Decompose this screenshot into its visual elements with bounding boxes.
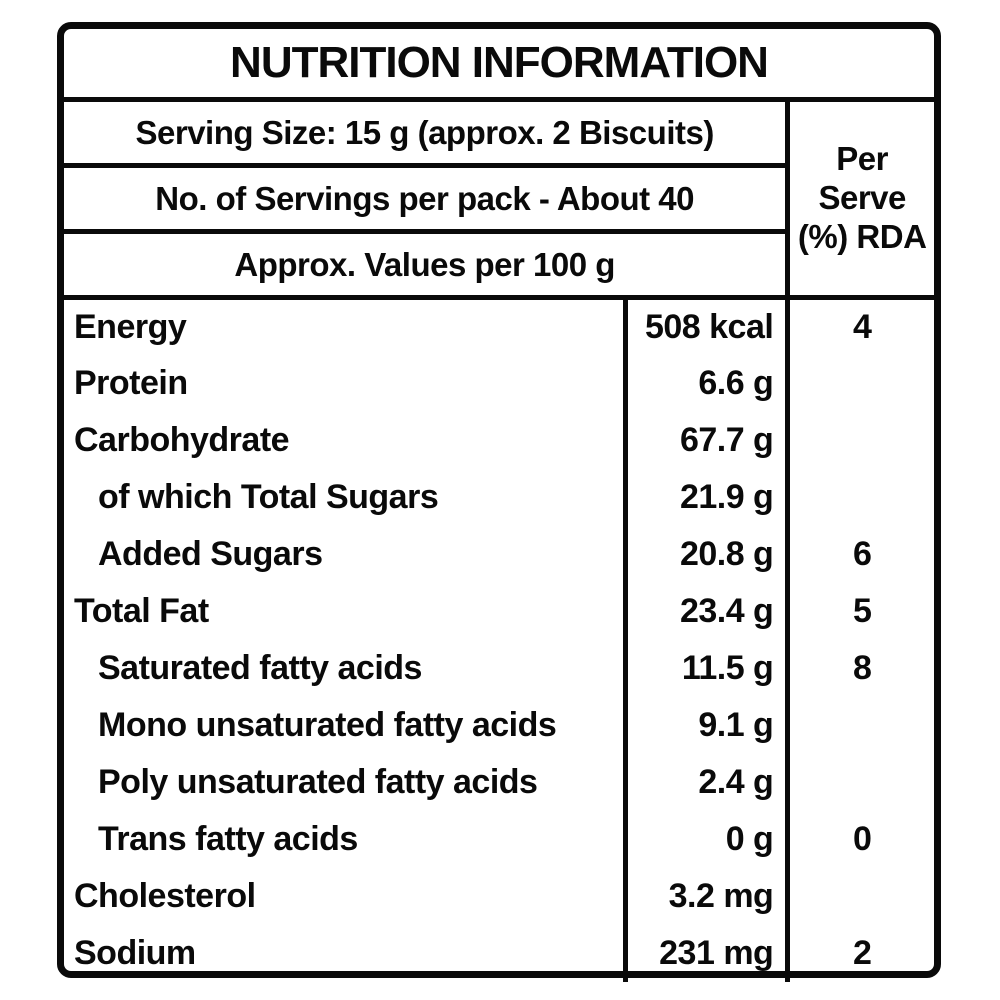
nutrition-label: NUTRITION INFORMATION Serving Size: 15 g… [57,22,941,982]
nutrient-rda: 5 [785,582,934,640]
nutrient-name: Saturated fatty acids [98,648,422,687]
nutrient-value: 231 mg [622,924,788,982]
nutrient-name: Cholesterol [74,876,256,915]
nutrient-row: Sodium 231 mg 2 [64,924,934,982]
per-serve-rda-header: Per Serve (%) RDA [785,99,934,300]
nutrient-rda [785,468,934,526]
nutrient-name: Sodium [74,933,196,972]
nutrient-name: Energy [74,307,187,346]
nutrient-value: 3.2 mg [622,867,788,925]
serving-size-text: Serving Size: 15 g (approx. 2 Biscuits) [64,99,788,168]
nutrient-rows: Energy 508 kcal 4 Protein 6.6 g Carbohyd… [64,297,934,982]
label-title: NUTRITION INFORMATION [64,29,934,102]
nutrient-row: Trans fatty acids 0 g 0 [64,810,934,868]
nutrient-rda: 6 [785,525,934,583]
nutrient-name: Mono unsaturated fatty acids [98,705,557,744]
nutrient-row: of which Total Sugars 21.9 g [64,468,934,526]
nutrient-row: Total Fat 23.4 g 5 [64,582,934,640]
nutrient-value: 2.4 g [622,753,788,811]
nutrient-value: 67.7 g [622,411,788,469]
nutrient-value: 9.1 g [622,696,788,754]
nutrient-rda [785,411,934,469]
servings-per-pack-text: No. of Servings per pack - About 40 [64,165,788,234]
nutrient-name: Trans fatty acids [98,819,358,858]
nutrient-rda [785,354,934,412]
nutrient-rda: 8 [785,639,934,697]
nutrient-name: of which Total Sugars [98,477,439,516]
nutrient-value: 508 kcal [622,297,788,355]
values-basis-row: Approx. Values per 100 g [64,231,934,300]
servings-per-pack-row: No. of Servings per pack - About 40 [64,165,934,234]
nutrient-row: Poly unsaturated fatty acids 2.4 g [64,753,934,811]
serving-size-row: Serving Size: 15 g (approx. 2 Biscuits) … [64,99,934,300]
nutrient-row: Carbohydrate 67.7 g [64,411,934,469]
nutrition-table: NUTRITION INFORMATION Serving Size: 15 g… [64,29,934,982]
nutrient-row: Protein 6.6 g [64,354,934,412]
nutrient-value: 11.5 g [622,639,788,697]
nutrient-row: Cholesterol 3.2 mg [64,867,934,925]
nutrient-value: 21.9 g [622,468,788,526]
nutrient-rda: 0 [785,810,934,868]
nutrient-rda: 4 [785,297,934,355]
nutrient-row: Saturated fatty acids 11.5 g 8 [64,639,934,697]
nutrient-name: Carbohydrate [74,420,290,459]
nutrient-name: Total Fat [74,591,209,630]
nutrient-value: 20.8 g [622,525,788,583]
nutrient-value: 0 g [622,810,788,868]
nutrient-rda [785,867,934,925]
nutrient-row: Added Sugars 20.8 g 6 [64,525,934,583]
nutrient-rda [785,696,934,754]
nutrient-row: Energy 508 kcal 4 [64,297,934,355]
values-basis-text: Approx. Values per 100 g [64,231,788,300]
nutrient-value: 6.6 g [622,354,788,412]
nutrient-name: Poly unsaturated fatty acids [98,762,538,801]
nutrient-row: Mono unsaturated fatty acids 9.1 g [64,696,934,754]
nutrient-name: Added Sugars [98,534,323,573]
nutrient-value: 23.4 g [622,582,788,640]
title-row: NUTRITION INFORMATION [64,29,934,102]
nutrient-rda: 2 [785,924,934,982]
nutrient-rda [785,753,934,811]
nutrient-name: Protein [74,363,188,402]
